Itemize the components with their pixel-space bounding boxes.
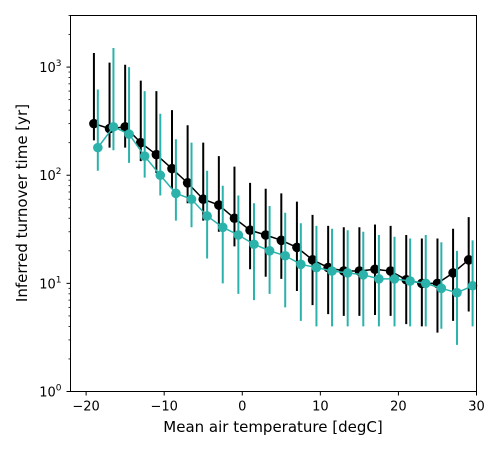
x-tick-label: −20 — [72, 400, 99, 415]
data-point — [124, 129, 134, 139]
data-point — [186, 194, 197, 205]
x-tick-label: 0 — [238, 400, 246, 415]
data-point — [358, 270, 369, 280]
data-point — [214, 200, 224, 210]
data-point — [342, 268, 353, 278]
y-tick-label: 103 — [39, 59, 61, 76]
y-axis-label: Inferred turnover time [yr] — [13, 104, 31, 302]
data-point — [155, 170, 166, 181]
data-point — [245, 225, 255, 236]
data-point — [89, 118, 99, 129]
y-tick-exponent: 3 — [56, 59, 62, 69]
y-tick-base: 10 — [39, 386, 56, 401]
y-tick-label: 100 — [39, 384, 62, 401]
data-point — [249, 239, 259, 250]
data-point — [463, 255, 474, 265]
data-point — [389, 274, 400, 284]
data-point — [448, 268, 458, 278]
y-tick-base: 10 — [39, 169, 56, 184]
y-tick-label: 102 — [39, 167, 61, 184]
data-point — [202, 211, 212, 221]
data-point — [385, 266, 396, 276]
series-1 — [89, 53, 474, 333]
data-point — [135, 137, 146, 148]
data-point — [280, 250, 291, 261]
x-axis-label: Mean air temperature [degC] — [163, 418, 382, 436]
data-point — [151, 149, 162, 160]
data-point — [327, 266, 337, 276]
data-point — [405, 276, 415, 286]
data-point — [452, 287, 462, 298]
y-tick-label: 101 — [39, 275, 61, 292]
y-tick-base: 10 — [39, 277, 56, 292]
data-point — [260, 230, 271, 240]
data-point — [296, 259, 306, 270]
data-point — [264, 246, 275, 256]
data-point — [374, 274, 384, 284]
y-tick-exponent: 2 — [56, 167, 62, 177]
data-point — [276, 235, 287, 246]
data-point — [233, 230, 244, 240]
data-point — [217, 222, 228, 233]
y-tick-exponent: 0 — [56, 384, 62, 394]
data-point — [182, 178, 193, 188]
data-point — [307, 255, 318, 265]
x-tick-label: 30 — [468, 400, 485, 415]
plot-frame — [70, 15, 477, 392]
data-point — [120, 122, 130, 132]
data-point — [467, 280, 478, 291]
x-tick-label: −10 — [150, 400, 177, 415]
data-point — [93, 142, 103, 153]
data-point — [436, 283, 447, 294]
data-point — [420, 278, 431, 289]
x-tick-label: 20 — [390, 400, 407, 415]
data-point — [370, 264, 380, 275]
data-point — [229, 213, 240, 224]
data-point — [171, 188, 181, 199]
data-point — [139, 151, 150, 161]
data-point — [311, 262, 322, 273]
data-point — [167, 163, 177, 174]
series-2 — [93, 48, 478, 345]
y-tick-exponent: 1 — [56, 275, 62, 285]
data-point — [198, 194, 209, 205]
data-point — [292, 242, 302, 253]
x-tick-label: 10 — [312, 400, 329, 415]
plot-area — [89, 48, 478, 345]
y-tick-base: 10 — [39, 61, 56, 76]
data-point — [108, 122, 119, 132]
